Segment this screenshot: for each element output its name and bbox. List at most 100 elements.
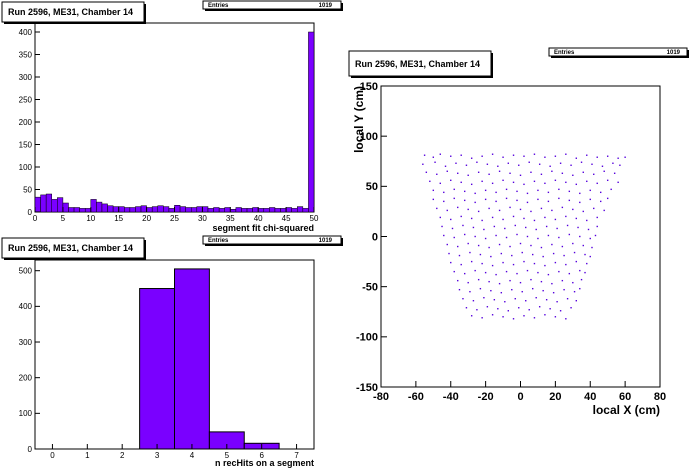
xy-point: [549, 308, 551, 310]
xy-point: [512, 181, 515, 184]
xy-point: [586, 262, 588, 265]
y-tick-label: -150: [356, 382, 378, 394]
xy-point: [512, 318, 515, 320]
y-tick-label: -100: [356, 332, 378, 344]
xy-point: [505, 270, 508, 273]
xy-point: [491, 182, 494, 185]
chi2-bars: [34, 31, 315, 213]
xy-point: [537, 271, 539, 274]
xy-point: [460, 263, 462, 266]
xy-point: [580, 161, 583, 163]
xy-point: [601, 165, 604, 167]
xy-point: [488, 207, 490, 210]
nhits-title-box: Run 2596, ME31, Chamber 14: [1, 237, 146, 260]
xy-point: [547, 273, 550, 276]
xy-point: [523, 217, 525, 220]
xy-point: [505, 188, 508, 191]
chi2-bar: [213, 207, 220, 213]
xy-point: [538, 306, 541, 308]
nhits-x-axis-label: n recHits on a segment: [215, 458, 314, 468]
xy-point: [533, 180, 536, 183]
xy-point: [525, 226, 527, 229]
chi2-bar: [235, 207, 242, 213]
xy-point: [498, 209, 501, 212]
xy-point: [509, 172, 511, 174]
x-tick-label: 3: [155, 451, 160, 460]
xy-point: [568, 233, 571, 236]
chi2-bar: [163, 206, 170, 213]
xy-point: [545, 225, 548, 228]
chi2-bar: [202, 206, 209, 213]
x-tick-label: -60: [408, 391, 424, 403]
chi2-x-axis: 0 5 10 15 20 25 30 35 40 45 50: [33, 207, 319, 223]
xy-point: [575, 260, 577, 263]
xy-point: [589, 237, 591, 240]
xy-point: [511, 254, 513, 257]
xy-point: [540, 173, 543, 175]
xy-point: [526, 235, 529, 238]
chi2-bar: [263, 208, 270, 213]
chi2-bar: [224, 207, 231, 213]
x-tick-label: 10: [86, 214, 95, 223]
xy-point: [584, 253, 586, 256]
x-tick-label: 35: [226, 214, 235, 223]
xy-point: [537, 237, 539, 240]
xy-point: [446, 243, 448, 246]
xy-point: [563, 288, 565, 291]
xy-point: [474, 269, 476, 272]
chi2-bar: [252, 207, 259, 213]
xy-point: [457, 245, 459, 248]
xy-point: [514, 224, 516, 227]
xy-point: [467, 174, 469, 176]
y-tick-label: 300: [19, 338, 33, 347]
xy-point: [554, 261, 557, 264]
xy-point: [441, 225, 443, 228]
xy-point: [533, 219, 536, 222]
nhits-bars: [139, 268, 280, 450]
chi2-bar: [274, 208, 281, 213]
xy-point: [530, 244, 532, 247]
xy-point: [565, 263, 567, 266]
xy-point: [561, 172, 564, 174]
xy-point: [530, 171, 532, 173]
xy-point: [481, 262, 483, 265]
xy-y-axis-label: local Y (cm): [352, 86, 366, 153]
xy-point: [579, 201, 581, 204]
xy-point: [490, 289, 492, 292]
chi2-bar: [168, 208, 175, 213]
xy-point: [490, 255, 492, 258]
x-tick-label: 25: [170, 214, 179, 223]
xy-point: [491, 216, 494, 219]
xy-point: [565, 215, 567, 218]
x-tick-label: -80: [373, 391, 389, 403]
xy-point: [542, 255, 544, 258]
x-tick-label: 7: [294, 451, 299, 460]
xy-point: [521, 251, 523, 254]
xy-point: [556, 301, 558, 303]
x-tick-label: 45: [282, 214, 291, 223]
xy-point: [519, 281, 522, 284]
xy-point: [551, 209, 553, 212]
xy-point: [596, 216, 598, 219]
y-tick-label: 0: [28, 445, 33, 454]
y-tick-label: 150: [360, 81, 378, 93]
chi2-bar: [34, 196, 41, 213]
chi2-bar: [62, 202, 69, 213]
xy-point: [477, 171, 480, 173]
xy-point: [586, 219, 588, 222]
xy-point: [570, 164, 572, 166]
xy-point: [533, 262, 536, 265]
xy-point: [422, 163, 424, 165]
xy-point: [554, 218, 557, 221]
xy-point: [476, 309, 478, 311]
xy-point: [505, 197, 508, 200]
xy-point: [458, 288, 461, 291]
xy-point: [523, 155, 525, 157]
xy-point: [439, 153, 441, 155]
xy-point: [544, 314, 546, 316]
xy-point: [470, 183, 473, 186]
x-tick-label: -20: [478, 391, 494, 403]
xy-point: [451, 227, 454, 230]
xy-point: [535, 297, 537, 299]
xy-point: [498, 282, 501, 285]
